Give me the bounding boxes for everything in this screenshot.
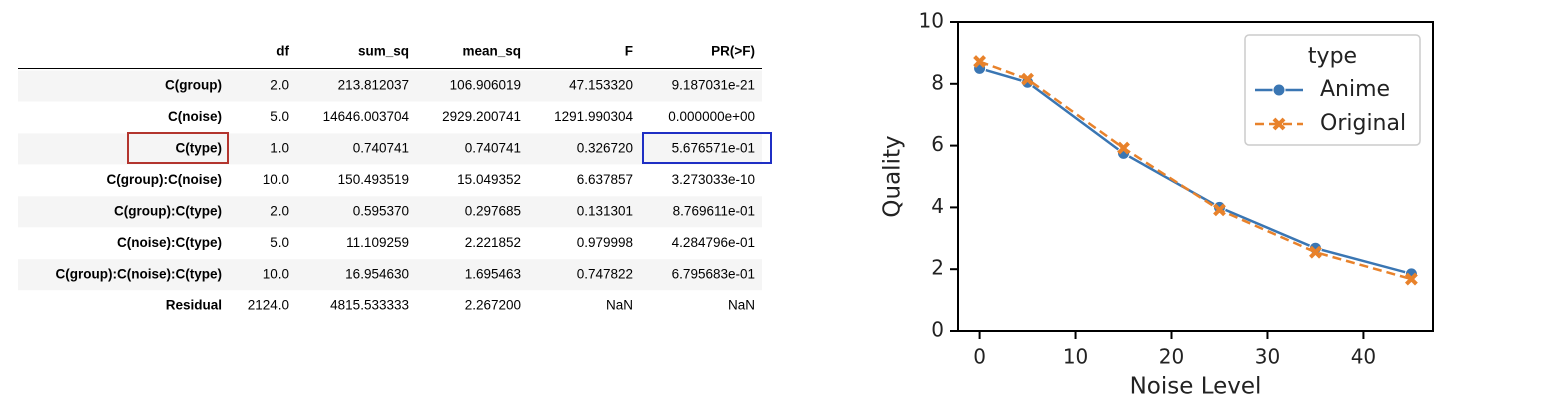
cell: 106.906019 <box>450 78 521 93</box>
cell: 11.109259 <box>346 235 409 250</box>
cell: 10.0 <box>263 266 289 281</box>
legend-label: Original <box>1320 111 1406 136</box>
x-tick-label: 0 <box>973 345 986 369</box>
legend-title: type <box>1308 44 1357 69</box>
column-header: mean_sq <box>462 44 521 59</box>
column-header: PR(>F) <box>711 44 755 59</box>
cell: 2.0 <box>270 203 289 218</box>
point <box>1021 72 1034 86</box>
x-tick-label: 20 <box>1159 345 1184 369</box>
cell: 0.297685 <box>465 203 521 218</box>
y-tick-label: 6 <box>931 132 944 156</box>
row-label: C(group):C(type) <box>114 203 222 218</box>
cell: 0.326720 <box>577 140 633 155</box>
cell: 0.747822 <box>577 266 633 281</box>
row-label: C(group) <box>165 78 222 93</box>
y-axis-label: Quality <box>880 135 906 217</box>
cell: 213.812037 <box>338 78 409 93</box>
x-axis-label: Noise Level <box>1130 374 1262 400</box>
y-tick-label: 4 <box>931 194 944 218</box>
row-label: C(group):C(noise):C(type) <box>56 266 222 281</box>
cell: 4815.533333 <box>330 298 409 313</box>
cell: 14646.003704 <box>323 109 410 124</box>
cell: 2929.200741 <box>442 109 521 124</box>
cell: 16.954630 <box>345 266 409 281</box>
y-tick-label: 8 <box>931 70 944 94</box>
point <box>973 55 987 68</box>
y-tick-label: 10 <box>919 9 944 33</box>
cell: 1.0 <box>270 140 289 155</box>
highlight-box <box>127 132 229 164</box>
column-header: df <box>276 44 289 59</box>
row-label: Residual <box>166 298 222 313</box>
x-tick-label: 40 <box>1351 345 1376 369</box>
row-background <box>18 259 762 291</box>
row-background <box>18 133 762 165</box>
legend-box <box>1244 34 1421 146</box>
cell: 0.979998 <box>577 235 633 250</box>
cell: 3.273033e-10 <box>672 172 755 187</box>
cell: 0.740741 <box>465 140 521 155</box>
cell: 1291.990304 <box>554 109 633 124</box>
cell: 2124.0 <box>248 298 289 313</box>
x-tick-label: 30 <box>1255 345 1280 369</box>
cell: 6.795683e-01 <box>672 266 755 281</box>
cell: 2.267200 <box>465 298 521 313</box>
cell: 4.284796e-01 <box>672 235 755 250</box>
point <box>1309 245 1322 259</box>
column-header: F <box>625 44 633 59</box>
cell: 0.131301 <box>577 203 633 218</box>
cell: 2.0 <box>270 78 289 93</box>
point <box>1404 272 1418 286</box>
point <box>1117 141 1130 155</box>
anova-table: df sum_sq mean_sq F PR(>F) C(group) 2.0 213.812… <box>18 44 762 313</box>
cell: 5.676571e-01 <box>672 140 755 155</box>
x-tick-label: 10 <box>1063 345 1088 369</box>
legend-marker <box>1272 117 1286 131</box>
y-tick-label: 2 <box>931 256 944 280</box>
row-background <box>18 196 762 228</box>
column-header: sum_sq <box>358 44 409 59</box>
cell: 5.0 <box>270 235 289 250</box>
row-background <box>18 70 762 102</box>
cell: 8.769611e-01 <box>673 203 755 218</box>
line-chart: 0 2 4 6 8 10 0 10 20 30 40 Noise Level Quality type An… <box>880 9 1434 400</box>
cell: 6.637857 <box>577 172 633 187</box>
cell: 0.740741 <box>353 140 409 155</box>
cell: 47.153320 <box>569 78 633 93</box>
series-line <box>979 60 1412 281</box>
cell: NaN <box>606 298 633 313</box>
cell: 0.595370 <box>353 203 409 218</box>
cell: 15.049352 <box>457 172 521 187</box>
legend-label: Anime <box>1320 77 1390 102</box>
cell: 9.187031e-21 <box>672 78 755 93</box>
cell: 150.493519 <box>338 172 409 187</box>
cell: 0.000000e+00 <box>668 109 755 124</box>
cell: NaN <box>728 298 755 313</box>
row-label: C(type) <box>176 140 223 155</box>
cell: 1.695463 <box>465 266 521 281</box>
cell: 5.0 <box>270 109 289 124</box>
legend-marker <box>1272 83 1286 97</box>
plot-frame <box>957 21 1434 332</box>
cell: 2.221852 <box>465 235 521 250</box>
point <box>1213 203 1226 217</box>
row-label: C(noise) <box>168 109 222 124</box>
cell: 10.0 <box>263 172 289 187</box>
row-label: C(group):C(noise) <box>107 172 222 187</box>
row-label: C(noise):C(type) <box>117 235 222 250</box>
y-tick-label: 0 <box>931 318 944 342</box>
highlight-box <box>642 132 772 164</box>
